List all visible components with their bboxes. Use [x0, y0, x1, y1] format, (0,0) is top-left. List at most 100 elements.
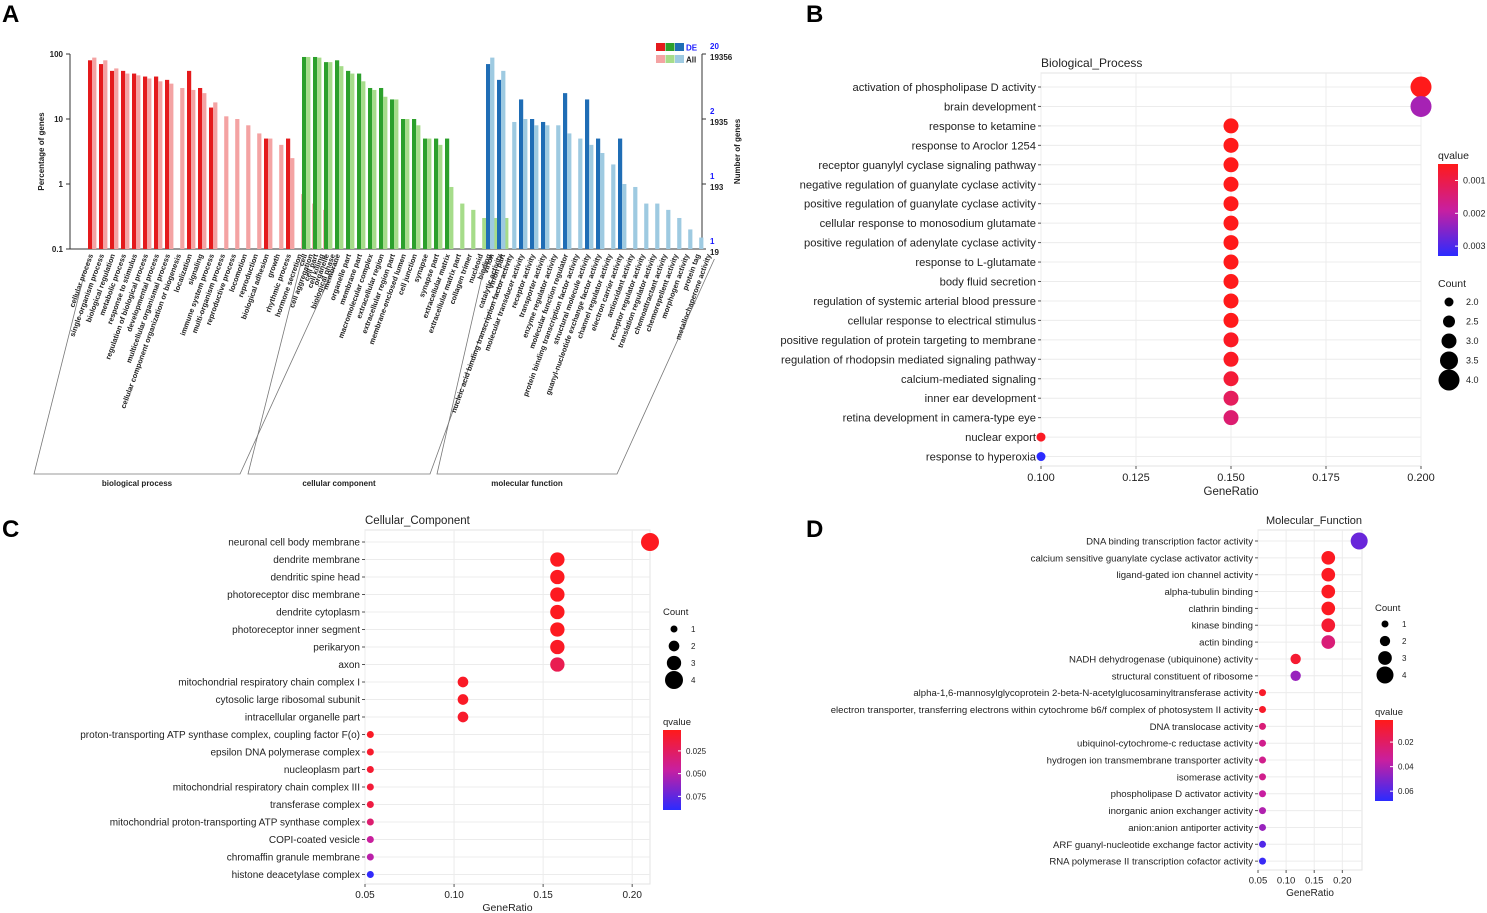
- y-term-label: nucleoplasm part: [284, 765, 360, 776]
- y-term-label: ubiquinol-cytochrome-c reductase activit…: [1077, 739, 1253, 750]
- y2-tick-label-de: 20: [710, 42, 719, 51]
- y-term-label: axon: [338, 660, 360, 671]
- y-term-label: photoreceptor disc membrane: [227, 590, 360, 601]
- y-term-label: positive regulation of guanylate cyclase…: [804, 199, 1036, 211]
- bar-all: [688, 229, 693, 249]
- y-term-label: regulation of rhodopsin mediated signali…: [781, 354, 1036, 366]
- bar-all: [589, 144, 594, 249]
- data-point: [1223, 196, 1239, 212]
- count-legend-dot: [1378, 651, 1392, 665]
- bar-de: [596, 138, 601, 249]
- y-tick-label: 100: [50, 50, 64, 59]
- y-term-label: photoreceptor inner segment: [232, 625, 360, 636]
- y-term-label: response to Aroclor 1254: [912, 140, 1036, 152]
- y-term-label: mitochondrial respiratory chain complex …: [178, 678, 360, 689]
- bar-all: [394, 99, 399, 250]
- bar-all: [438, 144, 443, 249]
- data-point: [1290, 653, 1301, 665]
- bar-all: [427, 138, 432, 249]
- y2-tick-label-de: 1: [710, 237, 715, 246]
- data-point: [1258, 722, 1266, 730]
- bar-all: [699, 237, 704, 249]
- category-bracket: [33, 258, 339, 475]
- data-point: [1223, 215, 1239, 231]
- bar-all: [383, 96, 388, 249]
- y-term-label: regulation of systemic arterial blood pr…: [813, 296, 1036, 308]
- qvalue-colorbar: [663, 730, 681, 810]
- data-point: [1321, 618, 1336, 633]
- bar-de: [324, 62, 329, 249]
- bar-all: [235, 119, 240, 249]
- plot-panel: [364, 529, 651, 885]
- y-term-label: cellular response to monosodium glutamat…: [820, 218, 1036, 230]
- data-point: [1258, 739, 1266, 747]
- colorbar-tick-label: 0.050: [686, 770, 707, 779]
- y-term-label: DNA translocase activity: [1150, 722, 1254, 733]
- data-point: [1258, 823, 1266, 831]
- bar-all: [490, 57, 495, 249]
- data-point: [366, 783, 374, 791]
- bar-de: [618, 138, 623, 249]
- data-point: [366, 801, 374, 808]
- colorbar-tick-label: 0.002: [1463, 208, 1486, 218]
- data-point: [1258, 857, 1266, 865]
- bar-de: [434, 138, 439, 249]
- x-tick-label: 0.150: [1217, 472, 1245, 484]
- bar-all: [633, 186, 638, 249]
- y-term-label: kinase binding: [1192, 621, 1253, 632]
- bar-all: [125, 73, 130, 249]
- panel-label-a: A: [2, 1, 19, 28]
- y-term-label: positive regulation of protein targeting…: [780, 335, 1036, 347]
- y-term-label: dendritic spine head: [270, 573, 360, 584]
- data-point: [1223, 312, 1239, 328]
- data-point: [1350, 532, 1368, 550]
- data-point: [366, 766, 374, 773]
- y-term-label: intracellular organelle part: [245, 713, 360, 724]
- bar-all: [202, 93, 207, 249]
- data-point: [1321, 635, 1336, 649]
- y-term-label: positive regulation of adenylate cyclase…: [804, 238, 1036, 250]
- y-term-label: mitochondrial respiratory chain complex …: [173, 783, 360, 794]
- bar-de: [486, 64, 491, 249]
- count-legend-label: 3.0: [1466, 336, 1479, 346]
- data-point: [1223, 254, 1239, 270]
- data-point: [550, 639, 565, 655]
- x-axis-title: GeneRatio: [1286, 888, 1334, 899]
- cellular-component-dot-plot: Cellular_Component neuronal cell body mem…: [80, 515, 706, 913]
- y-term-label: cytosolic large ribosomal subunit: [215, 695, 360, 706]
- bar-de: [209, 107, 214, 249]
- y2-tick-label-all: 1935: [710, 118, 728, 127]
- count-legend-title: Count: [1375, 603, 1401, 614]
- y-term-label: phospholipase D activator activity: [1111, 789, 1254, 800]
- panel-label-b: B: [806, 1, 823, 28]
- data-point: [550, 552, 565, 567]
- count-legend-dot: [1444, 297, 1454, 307]
- bar-all: [556, 125, 561, 249]
- count-legend-dot: [670, 625, 678, 633]
- data-point: [1036, 432, 1046, 442]
- data-point: [1321, 601, 1336, 616]
- category-group-label: molecular function: [491, 479, 563, 488]
- legend-all-swatch: [665, 55, 675, 63]
- bar-all: [677, 217, 682, 249]
- count-legend-dot: [668, 640, 680, 652]
- y-term-label: calcium sensitive guanylate cyclase acti…: [1031, 553, 1254, 564]
- count-legend-title: Count: [1438, 278, 1466, 290]
- data-point: [1321, 584, 1336, 599]
- bar-all: [545, 125, 550, 249]
- data-point: [1223, 410, 1239, 426]
- qvalue-legend-title: qvalue: [1438, 150, 1469, 162]
- bar-de: [165, 79, 170, 249]
- bar-de: [143, 76, 148, 249]
- bar-de: [390, 99, 395, 250]
- x-tick-label: 0.100: [1027, 472, 1055, 484]
- count-legend-label: 4: [691, 676, 696, 685]
- y2-axis-title: Number of genes: [733, 118, 742, 184]
- bar-all: [257, 133, 262, 249]
- colorbar-tick-label: 0.003: [1463, 241, 1486, 251]
- count-legend-label: 3: [1402, 654, 1407, 663]
- bar-de: [497, 79, 502, 249]
- bar-all: [666, 209, 671, 249]
- y2-tick-label-de: 1: [710, 172, 715, 181]
